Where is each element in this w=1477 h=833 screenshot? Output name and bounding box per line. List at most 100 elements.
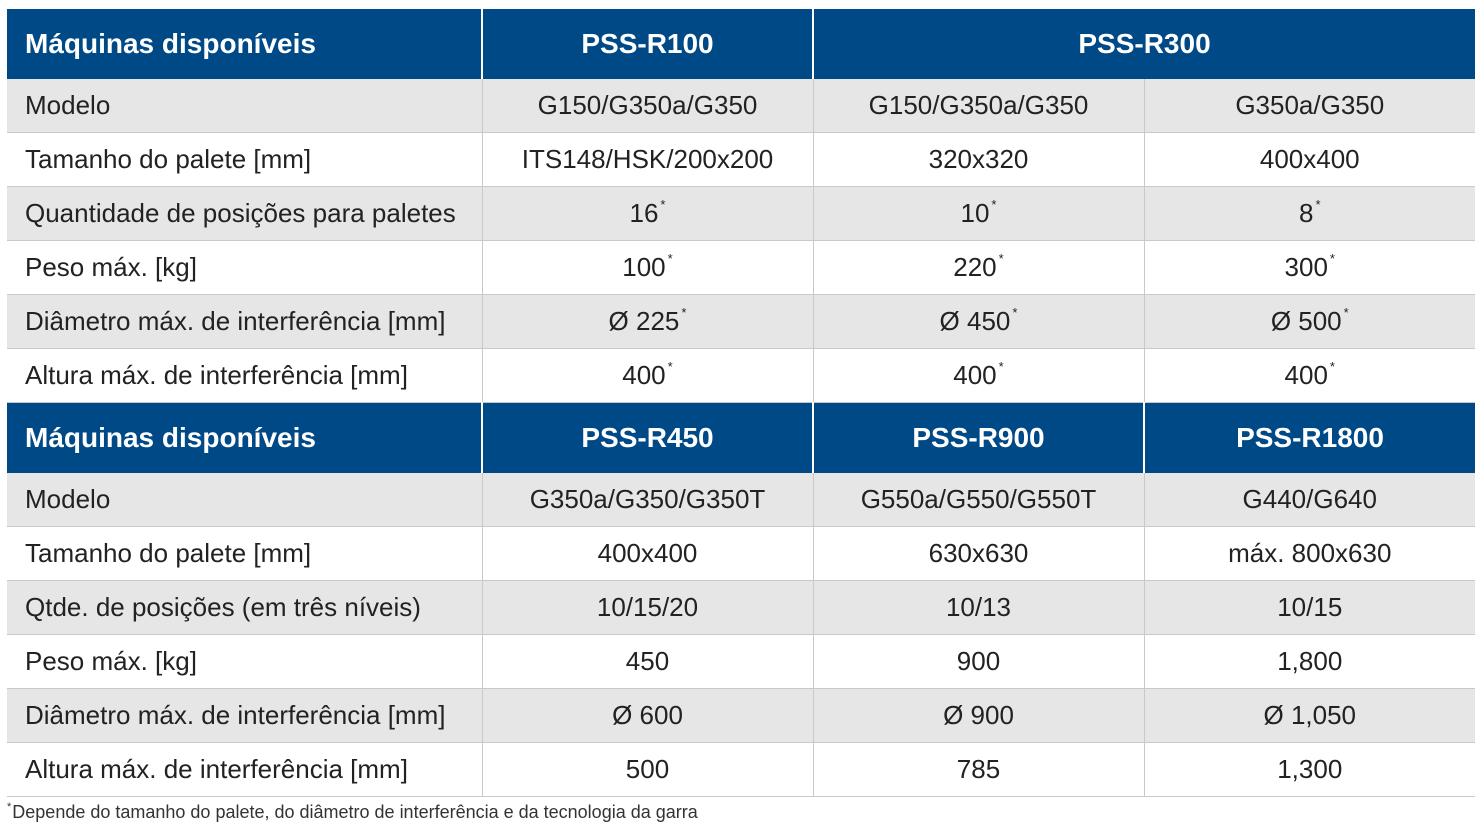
cell-value: 400 xyxy=(953,360,997,390)
footnote-marker: * xyxy=(1315,197,1321,212)
table-row: Modelo G350a/G350/G350T G550a/G550/G550T G4… xyxy=(7,473,1476,527)
cell-value: Ø 450 xyxy=(939,306,1011,336)
cell-value: 500 xyxy=(625,754,670,784)
value-cell: 220 * xyxy=(812,240,1144,295)
row-label: Altura máx. de interferência [mm] xyxy=(7,348,482,403)
row-label: Qtde. de posições (em três níveis) xyxy=(7,580,482,635)
value-cell: 630x630 xyxy=(812,526,1144,581)
cell-value: G150/G350a/G350 xyxy=(537,90,758,120)
cell-value: 900 xyxy=(956,646,1001,676)
footnote-marker: * xyxy=(1012,305,1018,320)
footnote-marker: * xyxy=(7,801,12,813)
value-cell: G550a/G550/G550T xyxy=(812,473,1144,527)
value-cell: 400x400 xyxy=(1143,132,1476,187)
value-cell: 785 xyxy=(812,742,1144,797)
footnote-text: Depende do tamanho do palete, do diâmetr… xyxy=(12,802,698,822)
cell-value: Ø 900 xyxy=(943,700,1014,730)
table-row: Qtde. de posições (em três níveis) 10/15/… xyxy=(7,580,1476,635)
section1-header-pss-r300: PSS-R300 xyxy=(811,9,1476,79)
cell-value: 785 xyxy=(956,754,1001,784)
footnote-marker: * xyxy=(991,197,997,212)
cell-value: 100 xyxy=(622,252,666,282)
value-cell: G350a/G350 xyxy=(1143,79,1476,133)
table-row: Peso máx. [kg] 100 * 220 * 300 * xyxy=(7,240,1476,295)
value-cell: G350a/G350/G350T xyxy=(481,473,813,527)
table-row: Modelo G150/G350a/G350 G150/G350a/G350 G350… xyxy=(7,79,1476,133)
row-label: Diâmetro máx. de interferência [mm] xyxy=(7,688,482,743)
value-cell: 300 * xyxy=(1143,240,1476,295)
section2-header-model: PSS-R1800 xyxy=(1142,402,1476,473)
cell-value: 400 xyxy=(622,360,666,390)
value-cell: Ø 225 * xyxy=(481,294,813,349)
section1-header-pss-r100: PSS-R100 xyxy=(481,9,813,79)
cell-value: Ø 500 xyxy=(1270,306,1342,336)
table-row: Tamanho do palete [mm] 400x400 630x630 máx.… xyxy=(7,526,1476,581)
cell-value: 8 xyxy=(1298,198,1314,228)
row-label: Modelo xyxy=(7,79,482,133)
cell-value: 400x400 xyxy=(1259,144,1360,174)
table-row: Diâmetro máx. de interferência [mm] Ø 600… xyxy=(7,688,1476,743)
table-row: Peso máx. [kg] 450 900 1,800 xyxy=(7,634,1476,689)
cell-value: 10/15 xyxy=(1277,592,1343,622)
footnote-marker: * xyxy=(998,359,1004,374)
table-row: Altura máx. de interferência [mm] 500 785 1… xyxy=(7,742,1476,797)
cell-value: máx. 800x630 xyxy=(1228,538,1392,568)
section2-header-row: Máquinas disponíveis PSS-R450 PSS-R900 PSS-… xyxy=(7,402,1476,473)
cell-value: Ø 600 xyxy=(612,700,683,730)
value-cell: G440/G640 xyxy=(1143,473,1476,527)
footnote-marker: * xyxy=(998,251,1004,266)
row-label: Tamanho do palete [mm] xyxy=(7,526,482,581)
cell-value: Ø 225 xyxy=(608,306,680,336)
footnote-marker: * xyxy=(1329,251,1335,266)
value-cell: 1,800 xyxy=(1143,634,1476,689)
value-cell: 400 * xyxy=(812,348,1144,403)
table-row: Altura máx. de interferência [mm] 400 * 400… xyxy=(7,348,1476,403)
value-cell: 1,300 xyxy=(1143,742,1476,797)
footnote-marker: * xyxy=(681,305,687,320)
machines-spec-table: Máquinas disponíveis PSS-R100 PSS-R300 M… xyxy=(7,9,1476,797)
value-cell: 400x400 xyxy=(481,526,813,581)
cell-value: 220 xyxy=(953,252,997,282)
cell-value: G350a/G350/G350T xyxy=(529,484,766,514)
cell-value: G150/G350a/G350 xyxy=(868,90,1089,120)
cell-value: G350a/G350 xyxy=(1235,90,1385,120)
value-cell: 100 * xyxy=(481,240,813,295)
cell-value: 300 xyxy=(1284,252,1328,282)
row-label: Tamanho do palete [mm] xyxy=(7,132,482,187)
section2-header-model: PSS-R900 xyxy=(812,402,1144,473)
cell-value: 450 xyxy=(625,646,670,676)
cell-value: 16 xyxy=(629,198,659,228)
value-cell: ITS148/HSK/200x200 xyxy=(481,132,813,187)
value-cell: G150/G350a/G350 xyxy=(481,79,813,133)
spec-table-body: Máquinas disponíveis PSS-R100 PSS-R300 M… xyxy=(7,9,1476,797)
value-cell: 400 * xyxy=(1143,348,1476,403)
value-cell: 8 * xyxy=(1143,186,1476,241)
value-cell: 450 xyxy=(481,634,813,689)
cell-value: G550a/G550/G550T xyxy=(860,484,1097,514)
value-cell: 320x320 xyxy=(812,132,1144,187)
footnote-marker: * xyxy=(660,197,666,212)
value-cell: Ø 900 xyxy=(812,688,1144,743)
cell-value: 10 xyxy=(960,198,990,228)
row-label: Modelo xyxy=(7,473,482,527)
cell-value: 1,800 xyxy=(1277,646,1343,676)
value-cell: 900 xyxy=(812,634,1144,689)
row-label: Diâmetro máx. de interferência [mm] xyxy=(7,294,482,349)
row-label: Peso máx. [kg] xyxy=(7,240,482,295)
cell-value: 400x400 xyxy=(597,538,698,568)
section1-header-title: Máquinas disponíveis xyxy=(7,9,482,79)
value-cell: 10/15 xyxy=(1143,580,1476,635)
value-cell: Ø 500 * xyxy=(1143,294,1476,349)
footnote-marker: * xyxy=(1329,359,1335,374)
value-cell: 16 * xyxy=(481,186,813,241)
table-row: Diâmetro máx. de interferência [mm] Ø 225… xyxy=(7,294,1476,349)
cell-value: 320x320 xyxy=(928,144,1029,174)
row-label: Quantidade de posições para paletes xyxy=(7,186,482,241)
value-cell: máx. 800x630 xyxy=(1143,526,1476,581)
table-row: Quantidade de posições para paletes 16 * 10… xyxy=(7,186,1476,241)
cell-value: 10/13 xyxy=(945,592,1012,622)
value-cell: 500 xyxy=(481,742,813,797)
cell-value: 400 xyxy=(1284,360,1328,390)
section1-header-row: Máquinas disponíveis PSS-R100 PSS-R300 xyxy=(7,9,1476,79)
row-label: Peso máx. [kg] xyxy=(7,634,482,689)
